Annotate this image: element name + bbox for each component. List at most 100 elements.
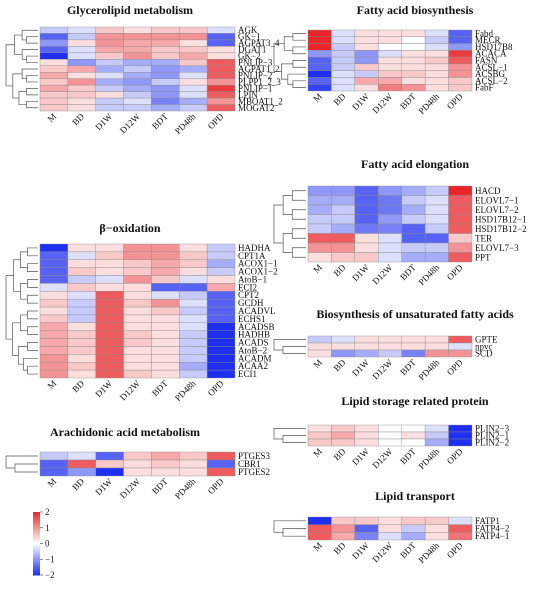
column-label: D1W (350, 357, 371, 378)
row-label: DGAT1 (238, 45, 266, 55)
heatmap-cell (424, 516, 449, 525)
dendrogram (27, 310, 38, 320)
row-label: PTGES3 (238, 451, 271, 461)
heatmap-cell (179, 338, 208, 347)
row-label: ACOX1−2 (238, 267, 278, 277)
heatmap-cell (206, 251, 236, 260)
heatmap-cell (401, 204, 426, 215)
row-label: ECI2 (238, 282, 257, 292)
heatmap-cell (95, 267, 124, 276)
dendrogram (21, 49, 38, 60)
heatmap-cell (401, 438, 426, 447)
heatmap-cell (151, 97, 180, 105)
row-label: ACADSB (238, 322, 275, 332)
column-label: BDT (398, 91, 418, 111)
heatmap-cell (448, 349, 473, 358)
heatmap-cell (448, 214, 473, 225)
heatmap-cell (206, 298, 236, 308)
heatmap-cell (424, 349, 449, 358)
heatmap-cell (123, 91, 152, 99)
column-label: M (311, 357, 324, 370)
heatmap-cell (179, 33, 208, 41)
colorbar-segment (33, 518, 40, 521)
heatmap-cell (95, 84, 124, 92)
colorbar-segment (33, 554, 40, 557)
heatmap-cell (331, 50, 356, 58)
colorbar-segment (33, 540, 40, 543)
row-label: AGK (238, 25, 258, 35)
heatmap-cell (206, 97, 236, 105)
heatmap-cell (331, 532, 356, 541)
heatmap-cell (67, 104, 96, 112)
heatmap-cell (307, 43, 332, 51)
heatmap-cell (401, 223, 426, 234)
heatmap-cell (123, 283, 152, 292)
heatmap-cell (378, 195, 402, 206)
heatmap-cell (401, 70, 426, 78)
heatmap-cell (123, 459, 152, 469)
column-label: D1W (350, 91, 371, 112)
row-label: HSD17B8 (475, 42, 513, 52)
column-label: OPD (445, 446, 465, 466)
colorbar-segment (33, 529, 40, 532)
heatmap-cell (179, 322, 208, 331)
heatmap-cell (123, 330, 152, 339)
heatmap-cell (179, 52, 208, 60)
heatmap-cell (206, 283, 236, 292)
heatmap-cell (354, 214, 379, 225)
heatmap-cell (354, 233, 379, 244)
heatmap-cell (95, 46, 124, 54)
heatmap-cell (67, 346, 96, 355)
heatmap-cell (331, 84, 356, 92)
column-label: OPD (445, 540, 465, 560)
heatmap-cell (448, 242, 473, 253)
heatmap-cell (206, 72, 236, 79)
row-label: HADHA (238, 243, 271, 253)
dendrogram (27, 365, 38, 375)
heatmap-cell (424, 252, 449, 263)
dendrogram (18, 91, 27, 105)
heatmap-cell (448, 342, 473, 351)
heatmap-cell (151, 39, 180, 47)
column-label: D12W (118, 111, 142, 135)
heatmap-cell (151, 46, 180, 54)
heatmap-cell (307, 431, 332, 440)
heatmap-cell (123, 338, 152, 347)
heatmap-cell (448, 84, 473, 92)
heatmap-cell (354, 84, 379, 92)
heatmap-cell (67, 251, 96, 260)
heatmap-cell (151, 84, 180, 92)
heatmap-cell (206, 322, 236, 331)
heatmap-cell (123, 354, 152, 363)
row-label: PLIN2−3 (475, 424, 510, 434)
column-label: BD (70, 111, 86, 127)
colorbar-segment (33, 532, 40, 535)
row-label: PLIN2−1 (475, 431, 509, 441)
heatmap-cell (123, 78, 152, 86)
heatmap-cell (151, 275, 180, 284)
heatmap-cell (424, 524, 449, 533)
dendrogram (21, 29, 38, 41)
heatmap-cell (448, 335, 473, 344)
heatmap-cell (123, 65, 152, 73)
row-label: MBOAT1_2 (238, 96, 283, 106)
colorbar-segment (33, 535, 40, 538)
row-label: AGPAT3_4 (238, 38, 280, 48)
column-label: BDT (150, 111, 170, 131)
heatmap-cell (354, 516, 379, 525)
heatmap-cell (354, 56, 379, 65)
heatmap-panel: Arachidonic acid metabolism PTGES3CBR1PTG… (5, 425, 271, 501)
heatmap-cell (39, 338, 69, 347)
dendrogram (20, 314, 28, 332)
row-label: FATP1 (475, 516, 500, 526)
heatmap-cell (307, 349, 332, 358)
dendrogram (273, 204, 284, 244)
heatmap-cell (179, 65, 208, 73)
dendrogram (12, 73, 23, 99)
heatmap-cell (378, 50, 402, 58)
heatmap-cell (424, 63, 449, 71)
colorbar-segment (33, 567, 40, 570)
heatmap-cell (206, 91, 236, 99)
heatmap-cell (307, 77, 332, 85)
